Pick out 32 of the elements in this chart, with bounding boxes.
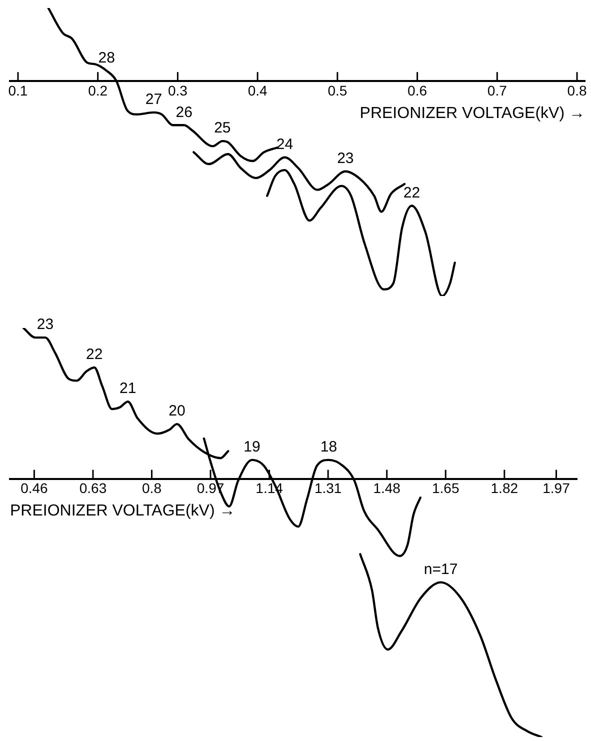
annotation: 20 <box>168 402 186 420</box>
annotation: n=17 <box>424 560 458 578</box>
x-tick-label: 0.1 <box>8 82 28 98</box>
x-tick-label: 1.65 <box>432 480 460 496</box>
x-axis-title: PREIONIZER VOLTAGE(kV) → <box>10 502 236 520</box>
annotation: 26 <box>176 104 192 121</box>
annotation: 22 <box>403 184 420 202</box>
annotation: 18 <box>320 438 338 456</box>
annotation: 23 <box>36 316 54 334</box>
annotation: 28 <box>98 49 115 66</box>
x-tick-label: 0.8 <box>567 82 587 98</box>
annotation: 25 <box>214 120 231 137</box>
x-tick-label: 1.82 <box>490 480 518 496</box>
annotation: 21 <box>120 380 136 398</box>
x-tick-label: 0.6 <box>408 82 428 98</box>
x-tick-label: 1.31 <box>314 480 342 496</box>
x-axis-title: PREIONIZER VOLTAGE(kV) → <box>360 104 585 122</box>
x-tick-label: 1.97 <box>542 480 570 496</box>
x-tick-label: 0.8 <box>142 480 162 496</box>
annotation: 27 <box>145 91 162 108</box>
x-tick-label: 1.48 <box>373 480 401 496</box>
x-tick-label: 0.7 <box>487 82 508 98</box>
x-tick-label: 0.2 <box>88 82 108 98</box>
annotation: 23 <box>337 150 354 167</box>
annotation: 19 <box>244 438 260 456</box>
x-tick-label: 0.5 <box>328 82 348 98</box>
annotation: 24 <box>276 136 294 154</box>
x-tick-label: 0.3 <box>168 82 188 98</box>
x-tick-label: 0.4 <box>248 82 268 98</box>
x-tick-label: 0.63 <box>79 480 107 496</box>
x-tick-label: 0.46 <box>20 480 48 496</box>
annotation: 22 <box>86 346 103 364</box>
